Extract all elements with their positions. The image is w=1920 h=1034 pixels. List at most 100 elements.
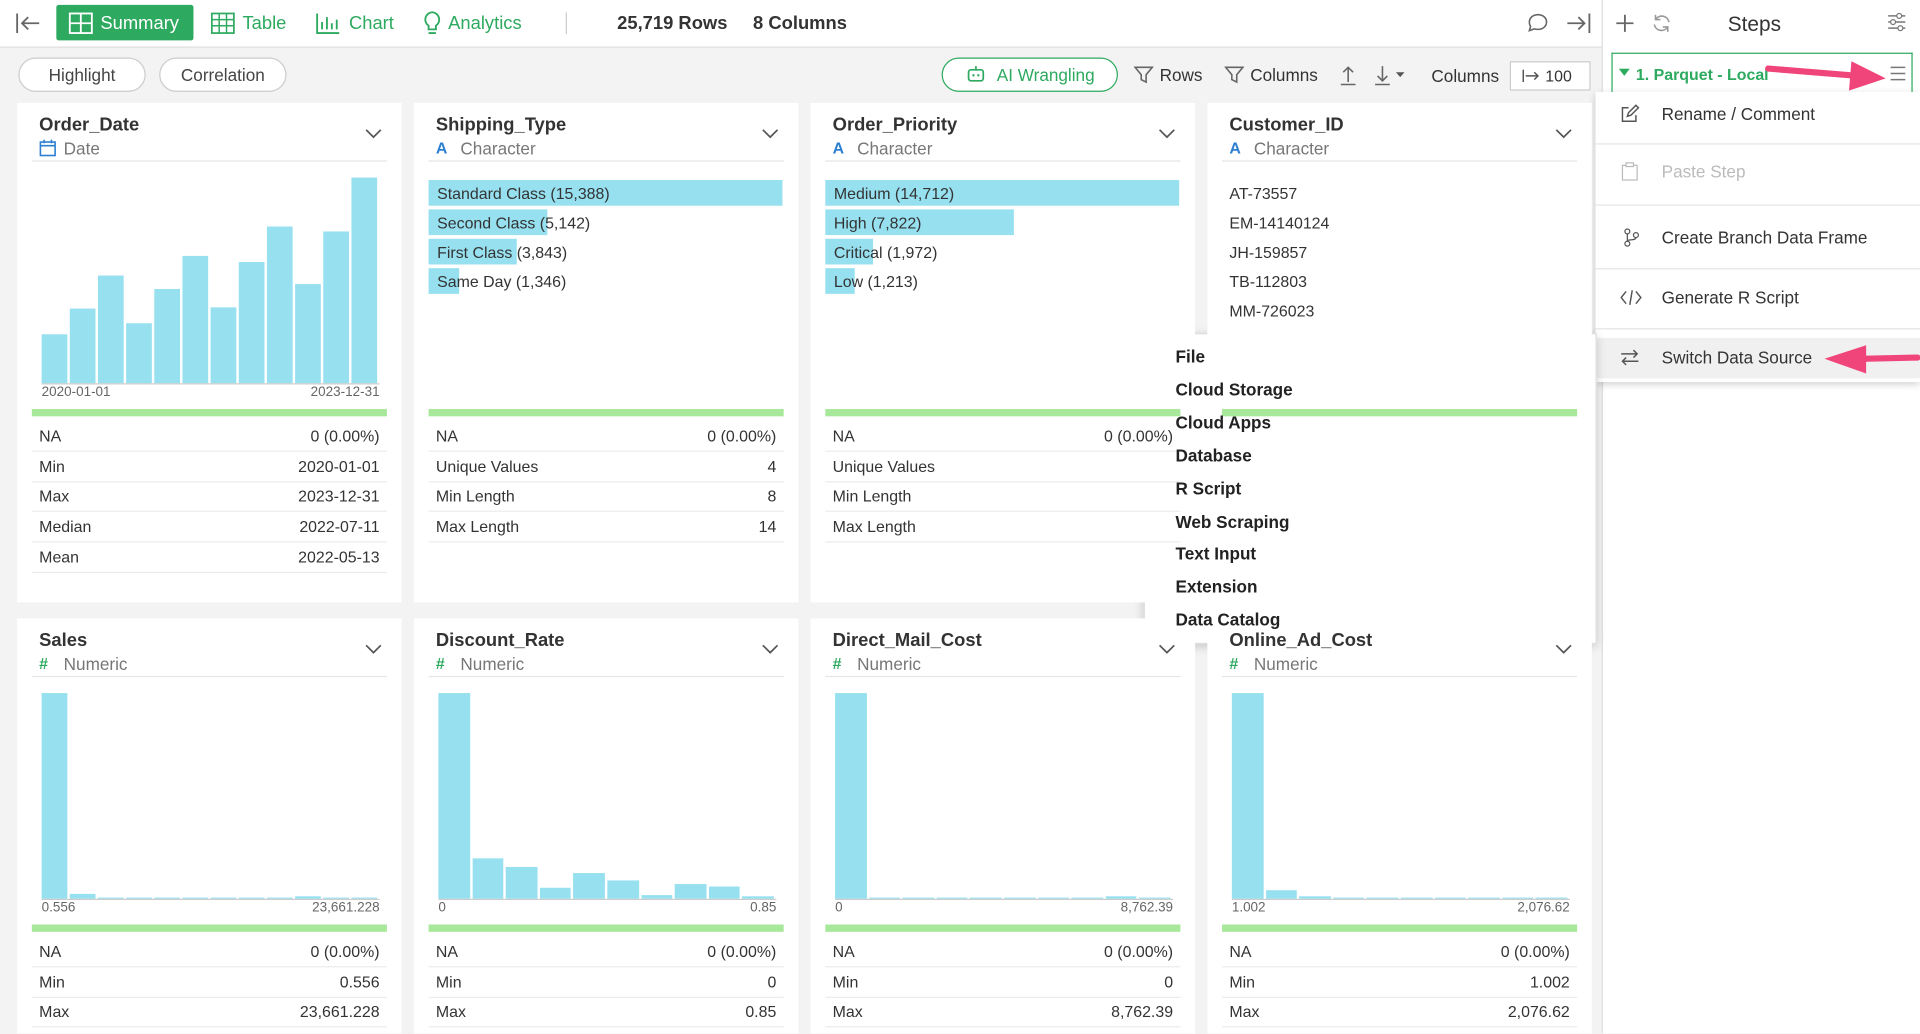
submenu-item[interactable]: Database xyxy=(1175,445,1252,465)
column-menu[interactable] xyxy=(1158,643,1175,655)
table-icon xyxy=(210,12,235,34)
column-name[interactable]: Online_Ad_Cost xyxy=(1229,630,1373,651)
quality-bar xyxy=(428,408,784,417)
correlation-button[interactable]: Correlation xyxy=(159,57,287,92)
collapse-icon[interactable] xyxy=(1565,11,1592,35)
category-label: Same Day (1,346) xyxy=(437,272,567,291)
menu-item[interactable]: Create Branch Data Frame xyxy=(1661,227,1868,248)
menu-rule xyxy=(1595,327,1920,329)
histogram-bar xyxy=(351,177,378,384)
back-icon[interactable] xyxy=(15,11,42,35)
list-item: TB-112803 xyxy=(1229,272,1307,291)
column-name[interactable]: Discount_Rate xyxy=(435,630,565,651)
step-menu-icon[interactable] xyxy=(1889,66,1906,81)
column-name[interactable]: Sales xyxy=(39,630,88,651)
tab[interactable]: Summary xyxy=(100,12,180,34)
columns-input[interactable] xyxy=(1509,61,1591,91)
stat-label: Min xyxy=(1229,972,1256,991)
histogram-bar xyxy=(1434,897,1466,899)
range-min: 2020-01-01 xyxy=(41,385,111,400)
column-menu[interactable] xyxy=(762,643,779,655)
submenu-item[interactable]: Web Scraping xyxy=(1175,511,1290,531)
category-bar xyxy=(428,268,460,294)
submenu-item[interactable]: Extension xyxy=(1175,577,1258,597)
submenu-item[interactable]: File xyxy=(1175,346,1206,367)
rows-filter[interactable]: Rows xyxy=(1159,64,1203,85)
histogram-bar xyxy=(1037,897,1070,899)
stat-label: Min xyxy=(39,972,65,991)
steps-title: Steps xyxy=(1727,12,1782,37)
row-rule xyxy=(428,541,784,543)
stat-label: Min xyxy=(435,972,462,991)
submenu-item[interactable]: Cloud Storage xyxy=(1175,379,1293,400)
column-type: Numeric xyxy=(857,653,921,674)
menu-item[interactable]: Paste Step xyxy=(1661,161,1746,182)
range-min: 0.556 xyxy=(41,900,76,916)
histogram-bar xyxy=(295,896,321,899)
highlight-button[interactable]: Highlight xyxy=(18,57,146,92)
histogram-bar xyxy=(238,261,265,384)
histogram-bar xyxy=(835,693,867,899)
add-step-icon[interactable] xyxy=(1614,12,1636,34)
row-rule xyxy=(31,571,387,573)
histogram-bar xyxy=(1502,897,1534,899)
histogram-bar xyxy=(641,895,673,899)
histogram-bar xyxy=(97,897,124,899)
column-menu[interactable] xyxy=(762,127,779,139)
list-item: AT-73557 xyxy=(1229,184,1298,203)
tab[interactable]: Analytics xyxy=(448,12,522,34)
upload-icon[interactable] xyxy=(1340,64,1357,86)
category-label: First Class (3,843) xyxy=(437,243,568,262)
stat-value: 1.002 xyxy=(1529,972,1570,991)
menu-item[interactable]: Switch Data Source xyxy=(1661,347,1813,368)
ai-wrangling-button[interactable]: AI Wrangling xyxy=(941,57,1118,92)
header-rule xyxy=(31,675,387,678)
download-icon[interactable] xyxy=(1374,64,1408,86)
column-menu[interactable] xyxy=(1158,127,1175,139)
histogram-bar xyxy=(266,897,293,899)
stat-label: Max xyxy=(1229,1002,1260,1022)
stat-label: Mean xyxy=(39,547,80,567)
ai-icon xyxy=(967,66,985,82)
submenu-item[interactable]: Text Input xyxy=(1175,544,1257,564)
columns-filter[interactable]: Columns xyxy=(1250,64,1318,85)
histogram-bar xyxy=(154,897,181,899)
histogram-bar xyxy=(742,896,774,899)
axis-line xyxy=(835,898,1174,901)
column-name[interactable]: Order_Priority xyxy=(832,114,958,136)
refresh-icon[interactable] xyxy=(1651,12,1673,34)
column-menu[interactable] xyxy=(365,127,382,139)
tab[interactable]: Chart xyxy=(348,12,394,34)
stat-value: 2023-12-31 xyxy=(298,487,380,506)
category-bar xyxy=(428,180,783,206)
histogram-bar xyxy=(1231,693,1264,899)
submenu-item[interactable]: R Script xyxy=(1175,478,1242,498)
column-menu[interactable] xyxy=(365,643,382,655)
range-min: 1.002 xyxy=(1231,900,1266,916)
column-name[interactable]: Customer_ID xyxy=(1229,114,1344,136)
stat-label: NA xyxy=(832,942,855,961)
comment-icon[interactable] xyxy=(1527,12,1549,34)
settings-icon[interactable] xyxy=(1886,11,1908,33)
stat-label: Min Length xyxy=(435,487,515,506)
column-menu[interactable] xyxy=(1555,127,1572,139)
column-name[interactable]: Order_Date xyxy=(39,114,140,136)
menu-rule xyxy=(1595,142,1920,144)
row-rule xyxy=(428,450,784,452)
submenu-item[interactable]: Data Catalog xyxy=(1175,610,1281,630)
tab[interactable]: Table xyxy=(242,12,287,34)
category-label: Second Class (5,142) xyxy=(437,213,591,233)
histogram-bar xyxy=(266,226,293,384)
menu-item[interactable]: Rename / Comment xyxy=(1661,104,1816,124)
column-name[interactable]: Direct_Mail_Cost xyxy=(832,630,982,651)
row-rule xyxy=(31,966,387,968)
stat-value: 0 (0.00%) xyxy=(310,942,380,961)
step-name[interactable]: 1. Parquet - Local xyxy=(1635,65,1769,84)
column-menu[interactable] xyxy=(1555,643,1572,655)
menu-item[interactable]: Generate R Script xyxy=(1661,287,1799,308)
histogram-bar xyxy=(1265,890,1297,899)
category-label: Critical (1,972) xyxy=(833,243,938,262)
column-name[interactable]: Shipping_Type xyxy=(435,114,567,136)
submenu-item[interactable]: Cloud Apps xyxy=(1175,412,1272,432)
columns-label: Columns xyxy=(1431,66,1500,86)
